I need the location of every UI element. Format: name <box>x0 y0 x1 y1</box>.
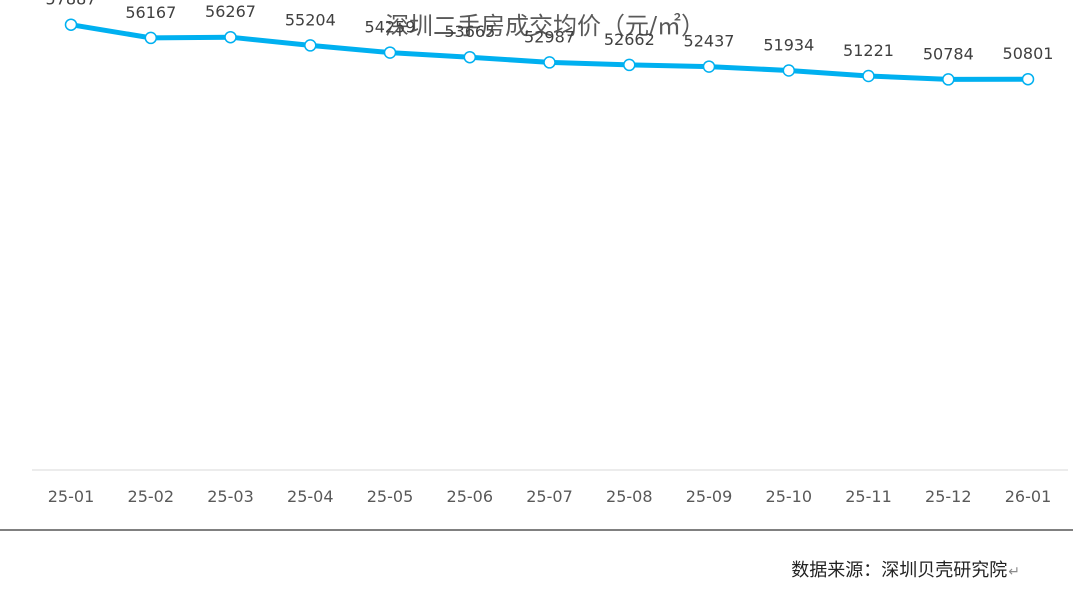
data-label: 51221 <box>843 41 894 60</box>
data-point-marker <box>463 50 477 64</box>
data-label: 52437 <box>684 32 735 51</box>
data-point-marker <box>623 58 636 72</box>
data-label: 54259 <box>365 18 416 37</box>
data-label: 53665 <box>444 22 495 41</box>
data-label: 55204 <box>285 10 336 29</box>
data-label: 56167 <box>125 3 176 22</box>
x-tick-label: 25-05 <box>367 487 414 506</box>
data-point-marker <box>543 56 556 69</box>
data-label: 56267 <box>205 2 256 21</box>
x-tick-labels: 25-01 25-02 25-03 25-04 25-05 25-06 25-07 25-08… <box>48 487 1052 506</box>
data-point-marker <box>862 69 875 83</box>
x-tick-label: 25-11 <box>845 487 892 506</box>
data-label: 50784 <box>923 44 974 63</box>
chart-title: 深圳二手房成交均价（元/㎡） <box>385 12 705 40</box>
data-point-marker <box>383 46 397 59</box>
x-tick-label: 25-01 <box>48 487 95 506</box>
markers-layer <box>64 18 1035 86</box>
source-text: 数据来源：深圳贝壳研究院 <box>791 560 1008 581</box>
data-label: 51934 <box>763 36 814 55</box>
data-label: 52987 <box>524 27 575 46</box>
x-tick-label: 25-04 <box>287 487 334 506</box>
data-label: 52662 <box>604 30 655 49</box>
data-point-marker <box>942 73 955 86</box>
data-point-marker <box>1021 72 1035 86</box>
source-note: 数据来源：深圳贝壳研究院↵ <box>791 556 1020 582</box>
x-tick-label: 25-07 <box>526 487 573 506</box>
data-point-marker <box>144 31 158 45</box>
data-point-marker <box>782 64 796 77</box>
paragraph-return-mark: ↵ <box>1008 564 1020 580</box>
data-labels-layer: 57887 56167 56267 55204 54259 53665 52987 52662… <box>46 0 1054 63</box>
data-point-marker <box>224 30 237 44</box>
data-label: 57887 <box>46 0 97 9</box>
data-point-marker <box>304 39 317 52</box>
x-tick-label: 25-10 <box>766 487 813 506</box>
x-tick-label: 25-03 <box>207 487 254 506</box>
x-tick-label: 25-12 <box>925 487 972 506</box>
data-point-marker <box>702 60 716 73</box>
x-tick-label: 25-08 <box>606 487 653 506</box>
x-tick-label: 25-09 <box>686 487 733 506</box>
x-tick-label: 25-06 <box>447 487 494 506</box>
x-tick-label: 25-02 <box>128 487 175 506</box>
data-label: 50801 <box>1003 44 1054 63</box>
data-point-marker <box>64 18 78 31</box>
x-tick-label: 26-01 <box>1005 487 1052 506</box>
